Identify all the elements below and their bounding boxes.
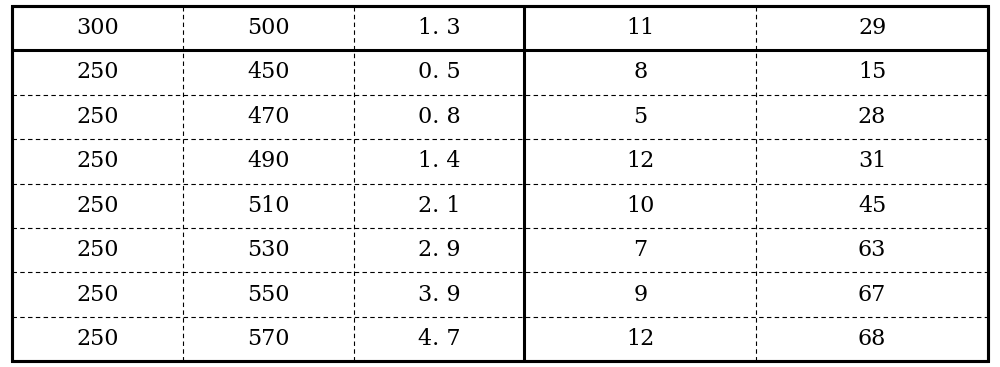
Text: 250: 250 [76, 239, 119, 261]
Text: 31: 31 [858, 150, 886, 172]
Text: 11: 11 [626, 17, 654, 39]
Text: 5: 5 [633, 106, 647, 128]
Text: 12: 12 [626, 150, 654, 172]
Text: 250: 250 [76, 328, 119, 350]
Text: 570: 570 [247, 328, 289, 350]
Text: 0. 8: 0. 8 [418, 106, 460, 128]
Text: 8: 8 [633, 61, 647, 83]
Text: 530: 530 [247, 239, 290, 261]
Text: 4. 7: 4. 7 [418, 328, 460, 350]
Text: 12: 12 [626, 328, 654, 350]
Text: 250: 250 [76, 150, 119, 172]
Text: 300: 300 [76, 17, 119, 39]
Text: 450: 450 [247, 61, 289, 83]
Text: 250: 250 [76, 284, 119, 306]
Text: 510: 510 [247, 195, 289, 217]
Text: 2. 9: 2. 9 [418, 239, 460, 261]
Text: 15: 15 [858, 61, 886, 83]
Text: 490: 490 [247, 150, 289, 172]
Text: 68: 68 [858, 328, 886, 350]
Text: 250: 250 [76, 195, 119, 217]
Text: 2. 1: 2. 1 [418, 195, 460, 217]
Text: 45: 45 [858, 195, 886, 217]
Text: 9: 9 [633, 284, 647, 306]
Text: 470: 470 [247, 106, 289, 128]
Text: 29: 29 [858, 17, 886, 39]
Text: 10: 10 [626, 195, 654, 217]
Text: 0. 5: 0. 5 [418, 61, 460, 83]
Text: 1. 4: 1. 4 [418, 150, 460, 172]
Text: 7: 7 [633, 239, 647, 261]
Text: 63: 63 [858, 239, 886, 261]
Text: 550: 550 [247, 284, 289, 306]
Text: 500: 500 [247, 17, 290, 39]
Text: 67: 67 [858, 284, 886, 306]
Text: 250: 250 [76, 106, 119, 128]
Text: 250: 250 [76, 61, 119, 83]
Text: 28: 28 [858, 106, 886, 128]
Text: 3. 9: 3. 9 [418, 284, 460, 306]
Text: 1. 3: 1. 3 [418, 17, 460, 39]
